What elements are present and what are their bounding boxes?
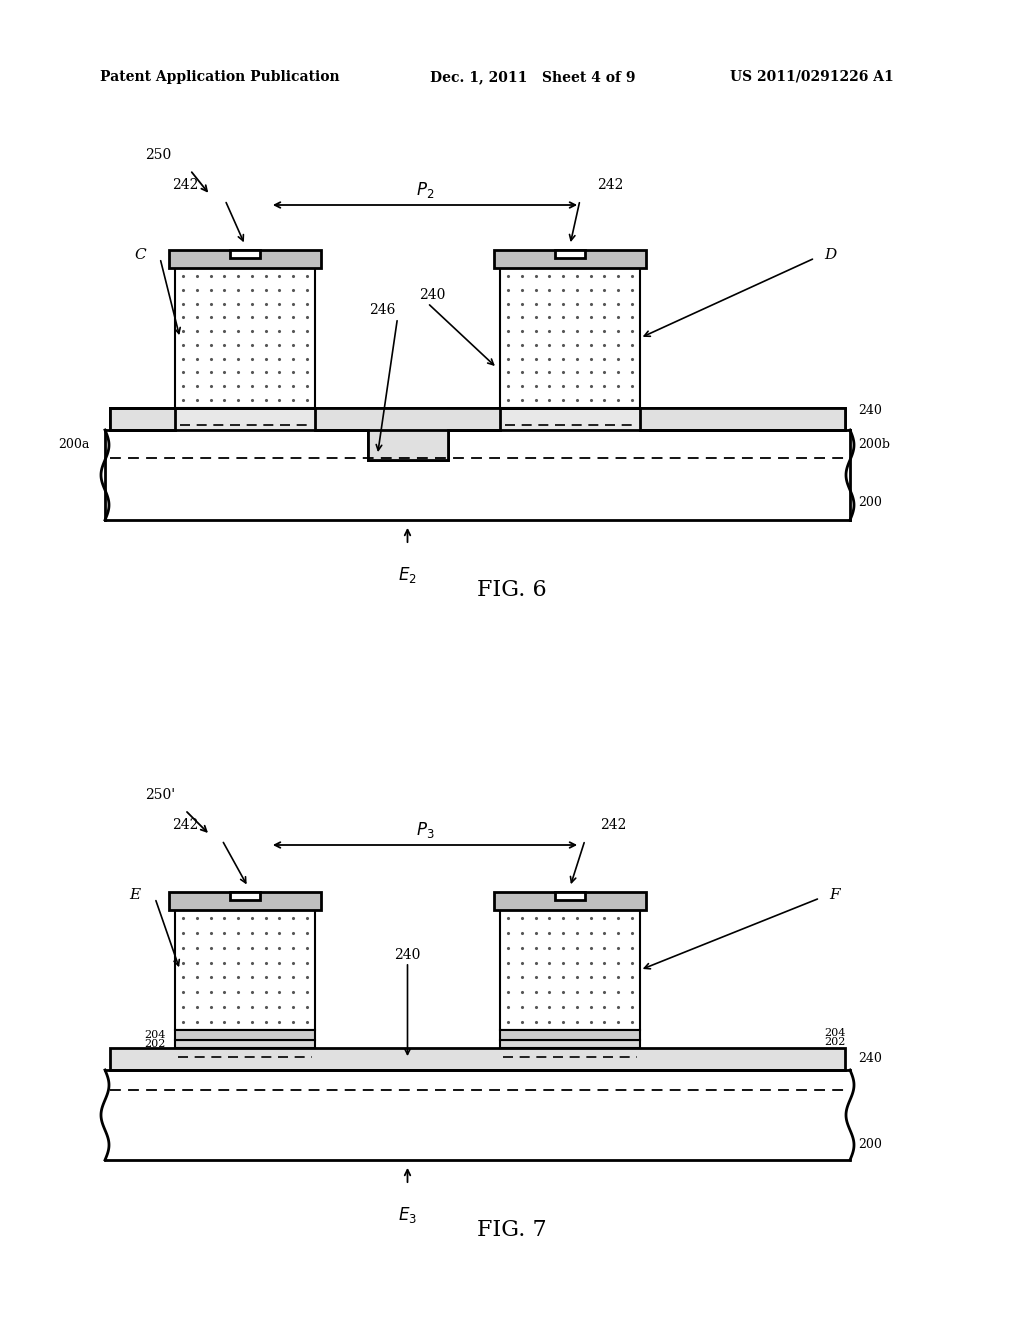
Text: FIG. 7: FIG. 7 [477,1218,547,1241]
Bar [500,1040,640,1048]
Text: US 2011/0291226 A1: US 2011/0291226 A1 [730,70,894,84]
Bar [500,909,640,1030]
Bar [447,408,500,430]
Bar [555,249,585,257]
Bar [494,892,646,909]
Bar [315,408,368,430]
Text: 200b: 200b [858,437,890,450]
Bar [175,1030,315,1040]
Text: 200a: 200a [58,437,90,450]
Text: $E_3$: $E_3$ [398,1205,417,1225]
Bar [175,909,315,1030]
Text: 240: 240 [419,288,445,302]
Bar [555,892,585,900]
Text: 242: 242 [597,178,624,191]
Bar [500,1030,640,1040]
Text: $E_2$: $E_2$ [398,565,417,585]
Text: FIG. 6: FIG. 6 [477,579,547,601]
Text: 250': 250' [145,788,175,803]
Text: $P_2$: $P_2$ [416,180,434,201]
Bar [175,268,315,408]
Text: 240: 240 [858,1052,882,1065]
Text: 204: 204 [824,1028,846,1038]
Text: 242: 242 [172,178,199,191]
Bar [230,892,260,900]
Text: 204: 204 [144,1030,166,1040]
Text: Patent Application Publication: Patent Application Publication [100,70,340,84]
Text: 200: 200 [858,1138,882,1151]
Polygon shape [110,408,845,459]
Text: 202: 202 [144,1039,166,1049]
Bar [640,408,845,430]
Bar [175,408,315,430]
Bar [110,1048,845,1071]
Bar [105,430,850,520]
Text: 240: 240 [394,948,421,962]
Text: 200: 200 [858,495,882,508]
Text: 240: 240 [858,404,882,417]
Text: C: C [134,248,145,261]
Text: 242: 242 [172,818,199,832]
Text: E: E [129,888,140,902]
Bar [368,408,447,459]
Text: 246: 246 [370,304,395,317]
Bar [500,408,640,430]
Bar [230,249,260,257]
Text: D: D [824,248,837,261]
Text: Dec. 1, 2011   Sheet 4 of 9: Dec. 1, 2011 Sheet 4 of 9 [430,70,636,84]
Bar [169,249,321,268]
Bar [494,249,646,268]
Bar [110,408,175,430]
Text: 202: 202 [824,1038,846,1047]
Text: $P_3$: $P_3$ [416,820,434,840]
Text: F: F [829,888,841,902]
Bar [500,268,640,408]
Bar [169,892,321,909]
Text: 250: 250 [145,148,171,162]
Text: 242: 242 [600,818,627,832]
Bar [175,1040,315,1048]
